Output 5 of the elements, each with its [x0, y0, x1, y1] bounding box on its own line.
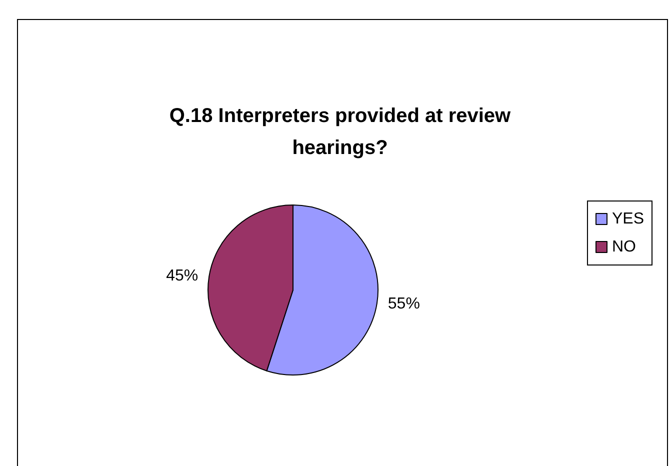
data-label: 55% [388, 295, 420, 312]
legend-label: YES [612, 210, 644, 228]
data-label: 45% [166, 268, 198, 285]
legend-label: NO [612, 238, 636, 256]
chart-title: Q.18 Interpreters provided at review hearings? [169, 105, 512, 159]
